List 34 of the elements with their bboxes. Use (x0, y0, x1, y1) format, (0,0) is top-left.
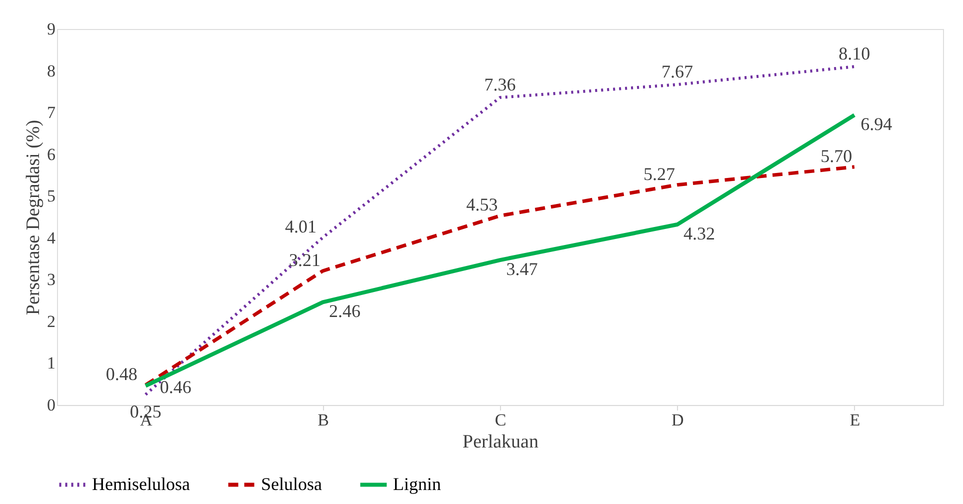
data-label: 0.48 (106, 364, 138, 384)
legend-label: Hemiselulosa (92, 474, 190, 494)
data-label: 3.47 (506, 259, 538, 280)
x-tick-label: B (318, 410, 329, 430)
y-tick-label: 0 (47, 396, 56, 414)
data-label: 5.27 (643, 164, 675, 184)
data-label: 0.46 (160, 376, 192, 397)
y-tick-label: 7 (47, 103, 56, 122)
x-axis-title: Perlakuan (462, 432, 539, 452)
data-label: 2.46 (329, 301, 361, 322)
data-label: 5.70 (820, 146, 852, 166)
y-tick-label: 2 (47, 312, 56, 331)
legend-label: Selulosa (261, 474, 322, 494)
x-tick-label: C (494, 410, 506, 430)
data-label: 6.94 (860, 114, 892, 134)
y-tick-label: 4 (47, 228, 56, 248)
y-tick-label: 5 (47, 186, 56, 206)
y-tick-label: 3 (47, 270, 56, 290)
data-label: 4.32 (683, 224, 715, 244)
data-label: 3.21 (289, 250, 321, 270)
y-axis-title: Persentase Degradasi (%) (23, 120, 44, 316)
x-tick-label: E (850, 410, 860, 430)
legend-label: Lignin (393, 474, 441, 494)
data-label: 8.10 (838, 44, 870, 64)
data-label: 7.36 (484, 74, 516, 95)
y-tick-label: 1 (47, 354, 56, 373)
data-label: 4.01 (285, 216, 317, 236)
data-label: 7.67 (661, 62, 693, 82)
y-tick-label: 8 (47, 61, 56, 80)
data-label: 4.53 (466, 194, 498, 215)
y-tick-label: 9 (47, 20, 56, 38)
x-tick-label: D (672, 410, 684, 430)
line-series (144, 65, 856, 396)
y-tick-label: 6 (47, 144, 56, 164)
